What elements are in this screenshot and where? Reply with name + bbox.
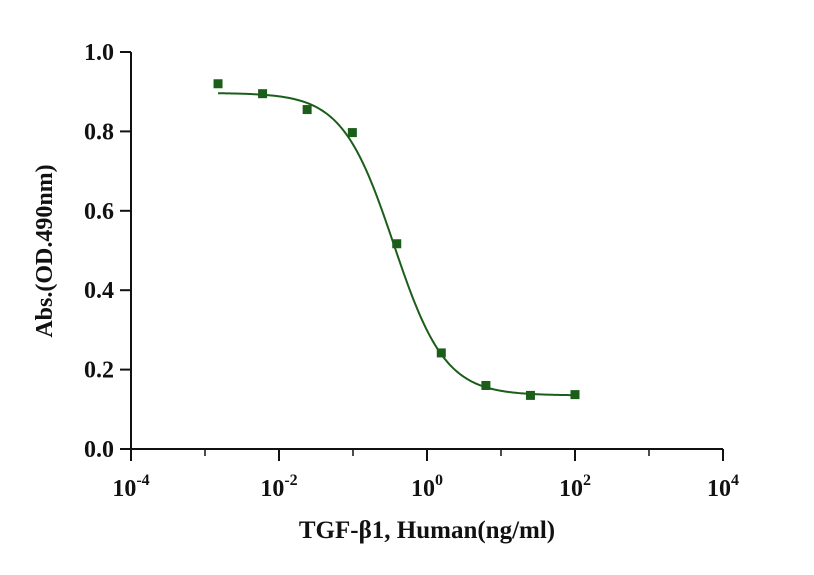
x-axis-label: TGF-β1, Human(ng/ml) — [299, 517, 555, 544]
data-point — [436, 348, 446, 358]
y-tick-label: 1.0 — [84, 40, 114, 66]
y-tick-label: 0.6 — [84, 199, 114, 225]
data-point — [347, 128, 357, 138]
data-point — [392, 239, 402, 249]
x-tick-label: 104 — [707, 472, 739, 502]
fit-curve — [218, 92, 576, 397]
y-axis: 0.0 0.2 0.4 0.6 0.8 1.0 — [84, 40, 132, 463]
x-axis: 10-4 10-2 100 102 104 — [112, 448, 739, 502]
data-points — [213, 79, 580, 400]
data-point — [258, 89, 268, 99]
data-point — [570, 390, 580, 400]
x-tick-label: 10-2 — [260, 472, 297, 502]
data-point — [302, 105, 312, 115]
y-tick-label: 0.2 — [84, 358, 114, 384]
y-tick-label: 0.8 — [84, 119, 114, 145]
data-point — [213, 79, 223, 89]
data-point — [525, 390, 535, 400]
data-point — [481, 380, 491, 390]
x-tick-label: 10-4 — [112, 472, 149, 502]
y-tick-label: 0.4 — [84, 278, 114, 304]
x-tick-label: 100 — [411, 472, 443, 502]
fit-curve-group — [218, 92, 576, 397]
y-tick-label: 0.0 — [84, 437, 114, 463]
x-tick-label: 102 — [559, 472, 591, 502]
y-axis-label: Abs.(OD.490nm) — [32, 164, 58, 337]
